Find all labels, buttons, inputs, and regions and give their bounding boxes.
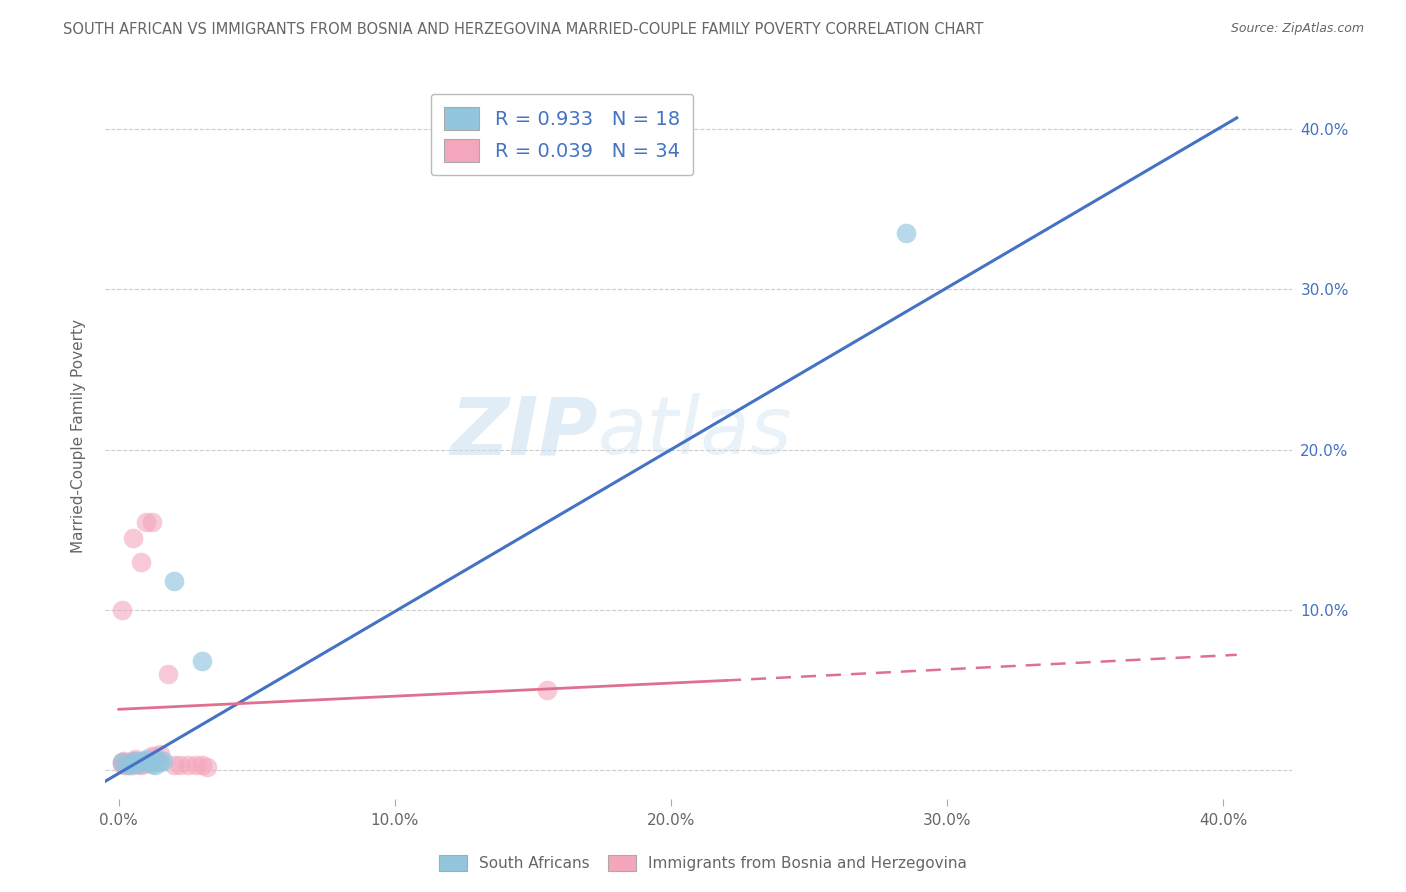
Text: atlas: atlas: [598, 393, 793, 471]
Point: [177, 758, 200, 772]
Point: [190, 654, 212, 668]
Point: [163, 574, 186, 588]
Point: [110, 603, 132, 617]
Point: [118, 755, 141, 769]
Point: [115, 758, 138, 772]
Point: [115, 756, 138, 771]
Point: [146, 754, 169, 768]
Point: [195, 760, 218, 774]
Point: [184, 758, 207, 772]
Point: [118, 758, 141, 772]
Point: [143, 748, 166, 763]
Legend: R = 0.933   N = 18, R = 0.039   N = 34: R = 0.933 N = 18, R = 0.039 N = 34: [430, 94, 693, 176]
Point: [110, 755, 132, 769]
Point: [129, 758, 152, 772]
Point: [129, 755, 152, 769]
Point: [132, 754, 155, 768]
Point: [127, 754, 149, 768]
Point: [112, 754, 135, 768]
Point: [135, 752, 157, 766]
Point: [127, 756, 149, 771]
Point: [129, 555, 152, 569]
Point: [124, 754, 146, 768]
Point: [129, 755, 152, 769]
Point: [121, 754, 143, 768]
Point: [157, 667, 180, 681]
Point: [135, 755, 157, 769]
Point: [169, 758, 191, 772]
Point: [143, 758, 166, 772]
Point: [190, 758, 212, 772]
Point: [124, 755, 146, 769]
Point: [110, 755, 132, 769]
Point: [149, 747, 172, 761]
Text: SOUTH AFRICAN VS IMMIGRANTS FROM BOSNIA AND HERZEGOVINA MARRIED-COUPLE FAMILY PO: SOUTH AFRICAN VS IMMIGRANTS FROM BOSNIA …: [63, 22, 984, 37]
Point: [138, 755, 160, 769]
Point: [110, 756, 132, 771]
Point: [132, 756, 155, 771]
Point: [121, 531, 143, 545]
Point: [152, 754, 174, 768]
Point: [112, 758, 135, 772]
Point: [894, 227, 917, 241]
Point: [135, 515, 157, 529]
Point: [121, 758, 143, 772]
Point: [141, 748, 163, 763]
Point: [124, 752, 146, 766]
Point: [141, 515, 163, 529]
Point: [115, 756, 138, 771]
Point: [118, 756, 141, 771]
Point: [127, 756, 149, 771]
Point: [536, 683, 558, 698]
Text: ZIP: ZIP: [450, 393, 598, 471]
Text: Source: ZipAtlas.com: Source: ZipAtlas.com: [1230, 22, 1364, 36]
Y-axis label: Married-Couple Family Poverty: Married-Couple Family Poverty: [72, 319, 86, 553]
Legend: South Africans, Immigrants from Bosnia and Herzegovina: South Africans, Immigrants from Bosnia a…: [433, 849, 973, 877]
Point: [149, 755, 172, 769]
Point: [141, 756, 163, 771]
Point: [163, 758, 186, 772]
Point: [121, 755, 143, 769]
